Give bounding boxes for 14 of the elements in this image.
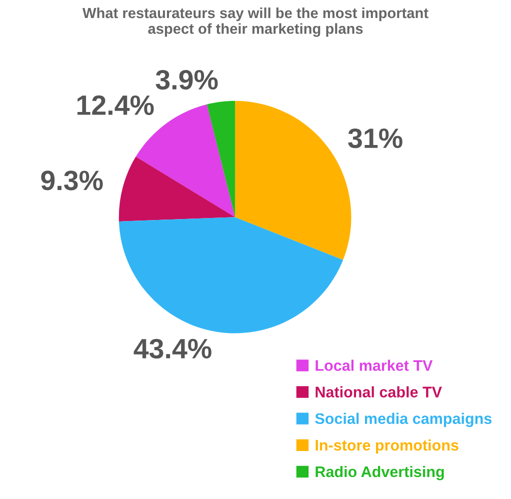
legend-label: In-store promotions [316,439,458,454]
pie-slice [118,217,344,334]
data-label: 31% [348,128,402,148]
data-label: 43.4% [134,338,212,359]
data-label: 12.4% [77,95,154,115]
data-label: 3.9% [156,70,218,90]
legend-label: Radio Advertising [316,466,444,480]
legend-label: National cable TV [316,386,442,398]
chart-title: What restaurateurs say will be the most important aspect of their marketing plans [82,7,428,37]
pie-slice [206,100,236,218]
legend-label: Social media campaigns [315,412,492,428]
legend-label: Local market TV [316,360,433,371]
data-label: 9.3% [41,170,103,190]
pie-slice [118,156,236,222]
